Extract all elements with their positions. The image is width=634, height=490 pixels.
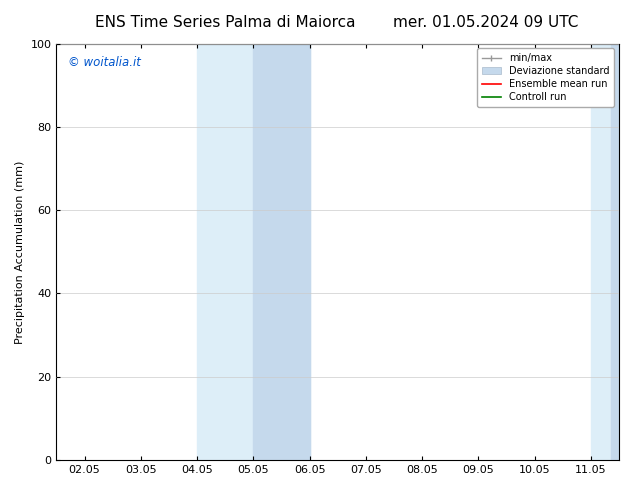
Text: © woitalia.it: © woitalia.it bbox=[68, 56, 141, 69]
Bar bbox=[197, 44, 309, 460]
Text: ENS Time Series Palma di Maiorca: ENS Time Series Palma di Maiorca bbox=[95, 15, 356, 30]
Legend: min/max, Deviazione standard, Ensemble mean run, Controll run: min/max, Deviazione standard, Ensemble m… bbox=[477, 49, 614, 107]
Bar bbox=[254, 44, 309, 460]
Bar bbox=[611, 44, 630, 460]
Bar bbox=[591, 44, 630, 460]
Text: mer. 01.05.2024 09 UTC: mer. 01.05.2024 09 UTC bbox=[393, 15, 578, 30]
Y-axis label: Precipitation Accumulation (mm): Precipitation Accumulation (mm) bbox=[15, 160, 25, 343]
